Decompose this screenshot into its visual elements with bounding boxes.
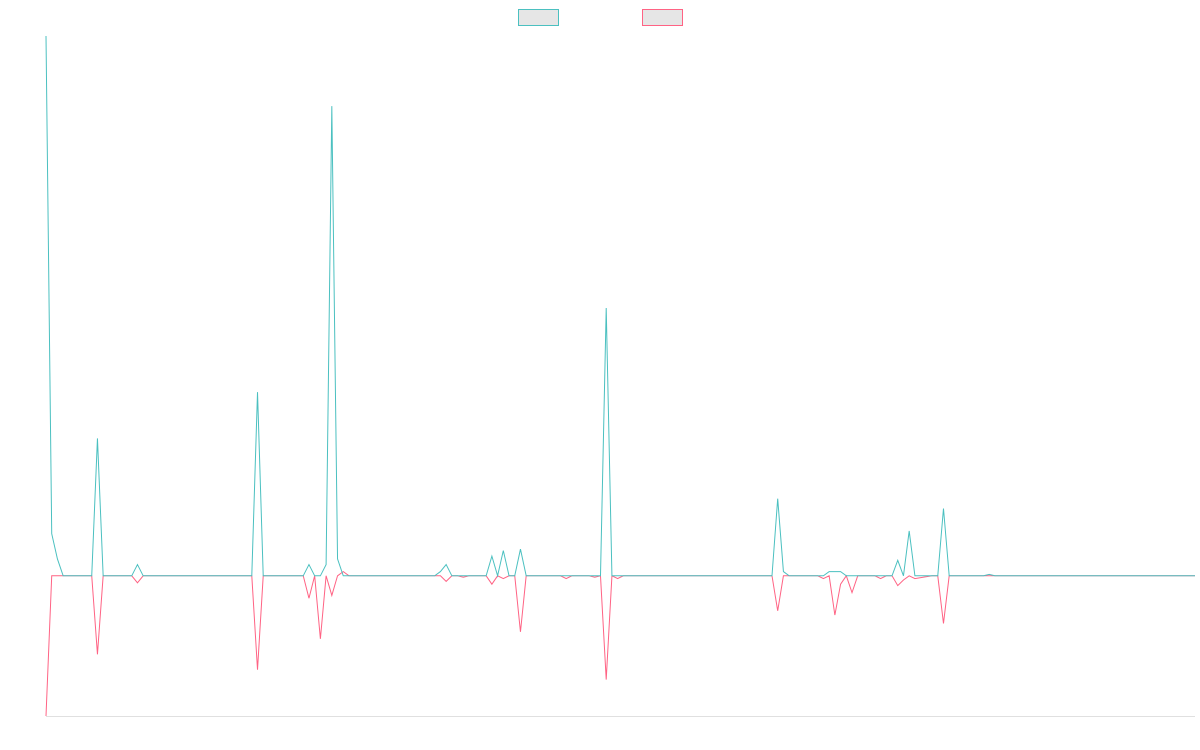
plot-area: [45, 35, 1195, 717]
legend-swatch-2[interactable]: [642, 9, 683, 26]
series-line-2: [45, 570, 1195, 717]
legend: [518, 9, 683, 26]
series-line-1: [45, 35, 1195, 578]
legend-swatch-1[interactable]: [518, 9, 559, 26]
